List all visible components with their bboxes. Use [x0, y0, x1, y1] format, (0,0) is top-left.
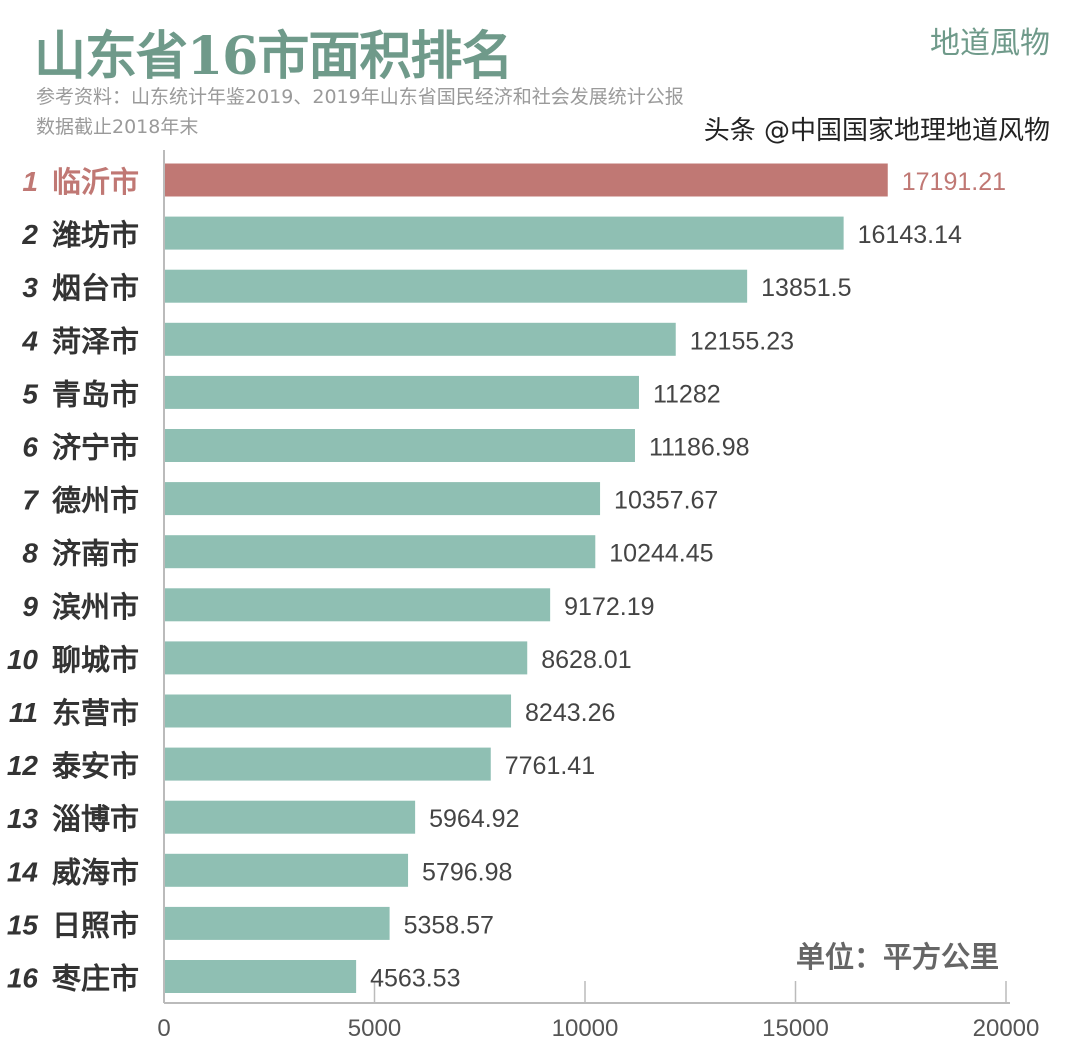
bar — [164, 535, 596, 569]
watermark: 头条 @中国国家地理地道风物 — [703, 116, 1050, 146]
value-label: 13851.5 — [761, 274, 851, 302]
rank-label: 3 — [22, 272, 38, 303]
bar — [164, 588, 551, 622]
value-label: 7761.41 — [505, 752, 595, 780]
rank-label: 10 — [7, 644, 39, 675]
date-note: 数据截止2018年末 — [36, 116, 199, 138]
rank-label: 5 — [22, 378, 38, 409]
x-tick-label: 20000 — [973, 1015, 1040, 1042]
bar — [164, 694, 512, 728]
city-label: 淄博市 — [52, 802, 139, 836]
unit-label: 单位：平方公里 — [796, 940, 1000, 974]
bar — [164, 163, 888, 197]
bar — [164, 216, 844, 250]
bar — [164, 641, 528, 675]
x-tick-label: 10000 — [552, 1015, 619, 1042]
value-label: 5964.92 — [429, 805, 519, 833]
rank-label: 9 — [22, 591, 38, 622]
city-label: 威海市 — [52, 855, 139, 889]
city-label: 泰安市 — [52, 749, 139, 783]
rank-label: 8 — [22, 538, 38, 569]
value-label: 5796.98 — [422, 858, 512, 886]
bar — [164, 429, 635, 462]
bar — [164, 960, 357, 993]
city-label: 济宁市 — [52, 431, 139, 465]
city-label: 日照市 — [52, 908, 139, 942]
value-label: 17191.21 — [902, 168, 1006, 196]
value-label: 8628.01 — [541, 646, 631, 674]
city-label: 滨州市 — [52, 590, 139, 624]
value-label: 4563.53 — [370, 965, 460, 993]
city-label: 菏泽市 — [52, 324, 139, 358]
bar — [164, 853, 409, 887]
rank-label: 6 — [22, 432, 38, 463]
x-tick-label: 15000 — [762, 1015, 829, 1042]
x-tick-label: 0 — [157, 1015, 170, 1042]
bar — [164, 747, 491, 781]
bar — [164, 482, 601, 516]
bar — [164, 269, 748, 303]
value-label: 5358.57 — [404, 911, 494, 939]
city-label: 临沂市 — [52, 165, 139, 199]
city-label: 德州市 — [52, 484, 139, 518]
city-label: 潍坊市 — [52, 218, 139, 252]
source-note: 参考资料：山东统计年鉴2019、2019年山东省国民经济和社会发展统计公报 — [36, 86, 684, 108]
x-tick-label: 5000 — [348, 1015, 401, 1042]
rank-label: 1 — [22, 166, 38, 197]
bar — [164, 800, 416, 834]
bar — [164, 906, 390, 940]
value-label: 8243.26 — [525, 699, 615, 727]
rank-label: 15 — [7, 909, 39, 940]
rank-label: 13 — [7, 803, 39, 834]
value-label: 9172.19 — [564, 593, 654, 621]
bar — [164, 375, 639, 409]
rank-label: 16 — [7, 963, 39, 994]
rank-label: 11 — [9, 697, 38, 728]
rank-label: 12 — [7, 750, 39, 781]
brand-logo: 地道風物 — [930, 26, 1050, 61]
city-label: 枣庄市 — [51, 962, 139, 996]
value-label: 10357.67 — [614, 487, 718, 515]
rank-label: 14 — [7, 856, 39, 887]
value-label: 11282 — [653, 380, 721, 408]
value-label: 11186.98 — [649, 434, 750, 462]
city-label: 聊城市 — [52, 643, 139, 677]
rank-label: 7 — [22, 485, 39, 516]
city-label: 青岛市 — [52, 377, 139, 411]
city-label: 烟台市 — [52, 271, 139, 305]
value-label: 10244.45 — [609, 540, 713, 568]
value-label: 16143.14 — [858, 221, 962, 249]
rank-label: 4 — [21, 325, 38, 356]
value-label: 12155.23 — [690, 327, 794, 355]
bar — [164, 322, 676, 356]
city-label: 东营市 — [52, 696, 139, 730]
chart-title: 山东省16市面积排名 — [34, 26, 513, 87]
city-label: 济南市 — [52, 537, 139, 571]
rank-label: 2 — [21, 219, 38, 250]
